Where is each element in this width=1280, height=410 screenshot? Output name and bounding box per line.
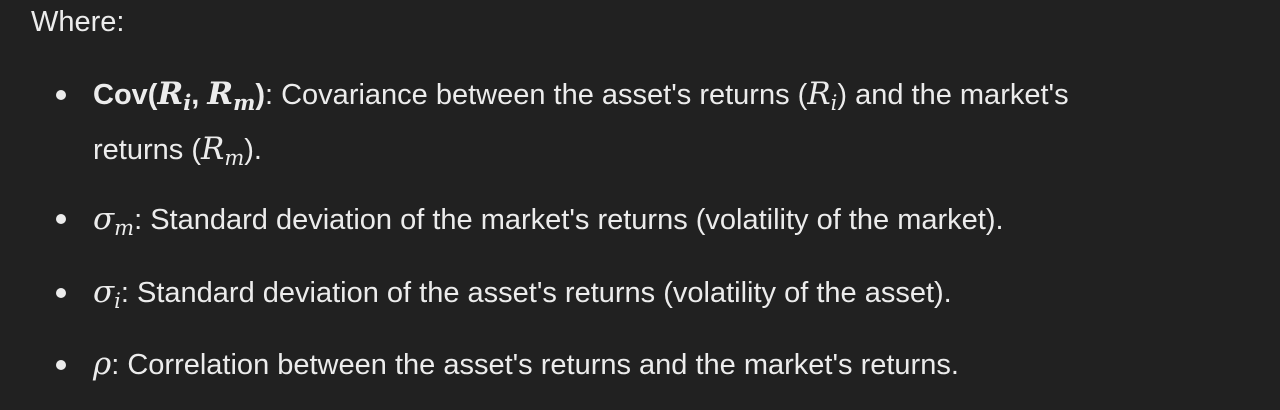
bullet-icon [56,288,66,298]
bullet-icon [56,214,66,224]
desc-var-r-m: Rm [200,131,245,170]
covariance-desc-line2-part1: returns ( [93,134,201,166]
covariance-line-2: returns (Rm). [93,131,262,170]
covariance-desc-part1: : Covariance between the asset's returns… [265,79,808,111]
bullet-icon [56,90,66,100]
symbol-sigma-i: σi [93,274,121,313]
term-cov-suffix: ) [255,79,265,111]
desc-var-r-i: Ri [807,76,838,115]
symbol-rho: ρ [93,346,112,382]
sigma-i-desc: : Standard deviation of the asset's retu… [120,277,952,309]
bullet-icon [56,360,66,370]
term-separator: , [191,79,208,111]
sigma-i-line: σi: Standard deviation of the asset's re… [93,274,952,313]
rho-desc: : Correlation between the asset's return… [111,349,959,381]
rho-line: ρ: Correlation between the asset's retur… [93,346,959,383]
symbol-sigma-m: σm [93,201,135,240]
covariance-desc-line2-part2: ). [244,134,262,166]
intro-text: Where: [31,6,125,38]
covariance-line-1: Cov(Ri, Rm): Covariance between the asse… [93,76,1069,115]
term-var-r-m: Rm [207,76,256,115]
term-var-r: Ri [157,76,192,115]
sigma-m-desc: : Standard deviation of the market's ret… [134,204,1004,236]
sigma-m-line: σm: Standard deviation of the market's r… [93,201,1004,240]
covariance-desc-part2: ) and the market's [837,79,1069,111]
term-cov-prefix: Cov( [93,79,158,111]
